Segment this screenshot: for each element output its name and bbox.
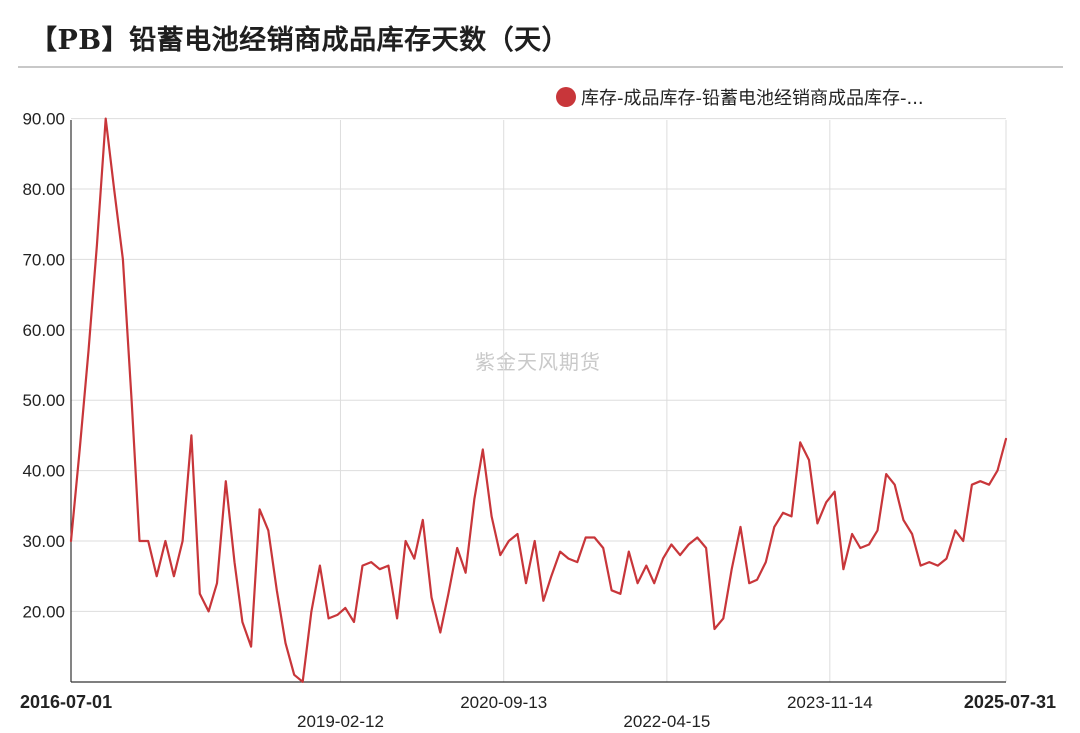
y-tick-label: 70.00 xyxy=(22,250,65,269)
x-tick-label: 2022-04-15 xyxy=(623,712,710,731)
y-tick-label: 60.00 xyxy=(22,321,65,340)
x-tick-label: 2016-07-01 xyxy=(20,692,112,712)
y-tick-label: 40.00 xyxy=(22,462,65,481)
x-tick-label: 2025-07-31 xyxy=(964,692,1056,712)
legend[interactable]: 库存-成品库存-铅蓄电池经销商成品库存-... xyxy=(556,84,924,110)
y-tick-label: 90.00 xyxy=(22,110,65,129)
grid-lines xyxy=(71,118,1007,682)
x-axis-ticks: 2016-07-01 2019-02-12 2020-09-13 2022-04-15… xyxy=(20,692,1056,731)
legend-marker xyxy=(556,87,576,107)
watermark: 紫金天风期货 xyxy=(475,350,601,374)
y-tick-label: 50.00 xyxy=(22,391,65,410)
title-divider xyxy=(18,66,1063,68)
series-line-0 xyxy=(69,117,1008,683)
x-tick-label: 2020-09-13 xyxy=(460,693,547,712)
axes xyxy=(70,120,1006,683)
y-tick-label: 20.00 xyxy=(22,602,65,621)
x-tick-label: 2023-11-14 xyxy=(787,693,873,712)
x-tick-label: 2019-02-12 xyxy=(297,712,384,731)
chart-title: 【PB】铅蓄电池经销商成品库存天数（天） xyxy=(30,25,570,56)
y-tick-label: 80.00 xyxy=(22,180,65,199)
legend-label: 库存-成品库存-铅蓄电池经销商成品库存-... xyxy=(581,88,924,109)
y-tick-label: 30.00 xyxy=(22,532,65,551)
series-layer xyxy=(69,117,1008,683)
y-axis-ticks: 90.00 80.00 70.00 60.00 50.00 40.00 30.00 20.00 xyxy=(22,110,65,622)
